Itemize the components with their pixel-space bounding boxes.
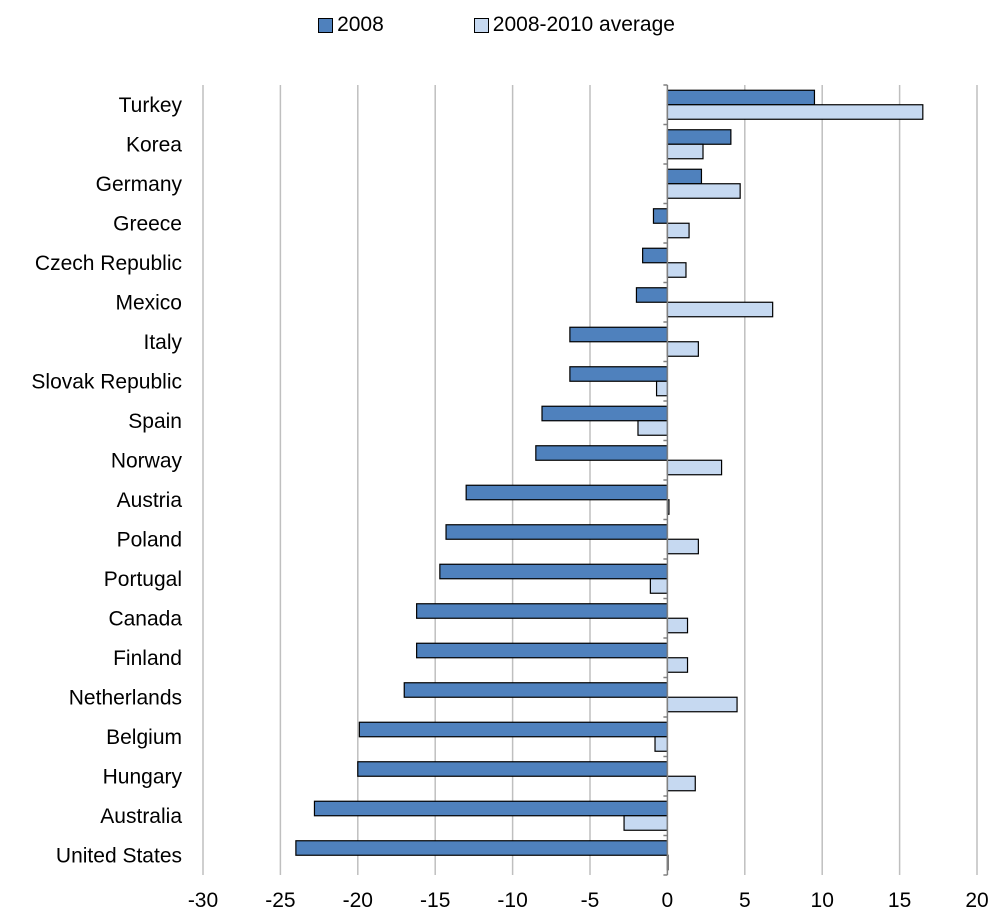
bar-2008-2010-average-16 bbox=[654, 736, 668, 752]
category-label-11: Poland bbox=[117, 528, 182, 551]
category-label-15: Netherlands bbox=[69, 686, 182, 709]
bar-2008-2010-average-4 bbox=[666, 262, 687, 278]
bar-2008-2010-average-3 bbox=[666, 222, 690, 239]
category-label-14: Finland bbox=[113, 647, 182, 670]
bar-2008-19 bbox=[295, 840, 668, 856]
x-tick-label-0: -30 bbox=[188, 889, 218, 912]
bar-2008-17 bbox=[357, 761, 668, 777]
x-tick-label-6: 0 bbox=[662, 889, 674, 912]
bar-2008-7 bbox=[569, 366, 668, 382]
category-label-13: Canada bbox=[108, 607, 182, 630]
bar-2008-2010-average-11 bbox=[666, 538, 699, 555]
bar-2008-3 bbox=[652, 208, 669, 224]
category-label-1: Korea bbox=[126, 133, 182, 156]
category-label-2: Germany bbox=[96, 173, 183, 196]
legend-label-2008: 2008 bbox=[337, 13, 384, 36]
bar-2008-9 bbox=[535, 445, 669, 461]
bar-2008-13 bbox=[416, 603, 668, 619]
legend: 2008 2008-2010 average bbox=[0, 10, 993, 40]
category-label-12: Portugal bbox=[104, 568, 182, 591]
bar-2008-10 bbox=[465, 484, 669, 501]
bar-2008-2010-average-6 bbox=[666, 341, 699, 357]
bar-2008-8 bbox=[541, 405, 669, 422]
bar-2008-2010-average-15 bbox=[666, 696, 738, 713]
bar-2008-2010-average-0 bbox=[666, 104, 924, 120]
category-label-4: Czech Republic bbox=[35, 252, 182, 275]
category-label-6: Italy bbox=[143, 331, 182, 354]
bar-2008-2010-average-2 bbox=[666, 183, 741, 199]
bar-2008-2010-average-5 bbox=[666, 301, 774, 318]
category-label-8: Spain bbox=[128, 410, 182, 433]
category-label-5: Mexico bbox=[115, 291, 182, 314]
legend-swatch-2008 bbox=[318, 17, 334, 33]
legend-item-2008: 2008 bbox=[318, 13, 384, 37]
legend-label-2008-2010-average: 2008-2010 average bbox=[492, 13, 675, 36]
x-tick-label-3: -15 bbox=[420, 889, 450, 912]
category-label-10: Austria bbox=[117, 489, 183, 512]
bar-2008-2010-average-18 bbox=[623, 815, 669, 831]
bar-2008-16 bbox=[358, 721, 668, 738]
bar-2008-2010-average-1 bbox=[666, 143, 704, 160]
bar-2008-2010-average-9 bbox=[666, 459, 723, 476]
bar-2008-2 bbox=[666, 168, 703, 185]
bar-2008-2010-average-12 bbox=[649, 578, 669, 594]
bar-2008-12 bbox=[439, 563, 668, 580]
x-tick-label-5: -5 bbox=[581, 889, 600, 912]
category-label-3: Greece bbox=[113, 212, 182, 235]
category-label-16: Belgium bbox=[106, 726, 182, 749]
bar-2008-2010-average-8 bbox=[637, 420, 668, 436]
legend-swatch-2008-2010-average bbox=[473, 17, 489, 33]
x-tick-label-7: 5 bbox=[739, 889, 751, 912]
bar-2008-18 bbox=[313, 800, 668, 817]
x-tick-label-1: -25 bbox=[265, 889, 295, 912]
x-tick-label-4: -10 bbox=[497, 889, 527, 912]
x-tick-label-10: 20 bbox=[965, 889, 988, 912]
bar-2008-11 bbox=[445, 524, 669, 540]
bar-2008-2010-average-13 bbox=[666, 617, 689, 634]
bar-2008-2010-average-14 bbox=[666, 657, 689, 673]
bar-2008-5 bbox=[635, 287, 669, 303]
bar-2008-1 bbox=[666, 129, 732, 145]
category-label-9: Norway bbox=[111, 449, 183, 472]
bar-2008-2010-average-17 bbox=[666, 775, 696, 792]
category-label-17: Hungary bbox=[103, 765, 183, 788]
category-label-18: Australia bbox=[100, 805, 182, 828]
x-tick-label-2: -20 bbox=[343, 889, 373, 912]
legend-item-2008-2010-average: 2008-2010 average bbox=[473, 13, 675, 37]
bar-2008-2010-average-7 bbox=[655, 380, 669, 397]
bar-2008-0 bbox=[666, 89, 816, 106]
bar-2008-6 bbox=[569, 326, 668, 343]
category-label-0: Turkey bbox=[119, 94, 183, 117]
x-tick-label-9: 15 bbox=[888, 889, 911, 912]
bar-2008-4 bbox=[642, 247, 669, 264]
category-label-19: United States bbox=[56, 844, 182, 867]
bar-2008-15 bbox=[403, 682, 668, 698]
bar-2008-14 bbox=[416, 642, 668, 659]
category-label-7: Slovak Republic bbox=[31, 370, 182, 393]
x-tick-label-8: 10 bbox=[811, 889, 834, 912]
